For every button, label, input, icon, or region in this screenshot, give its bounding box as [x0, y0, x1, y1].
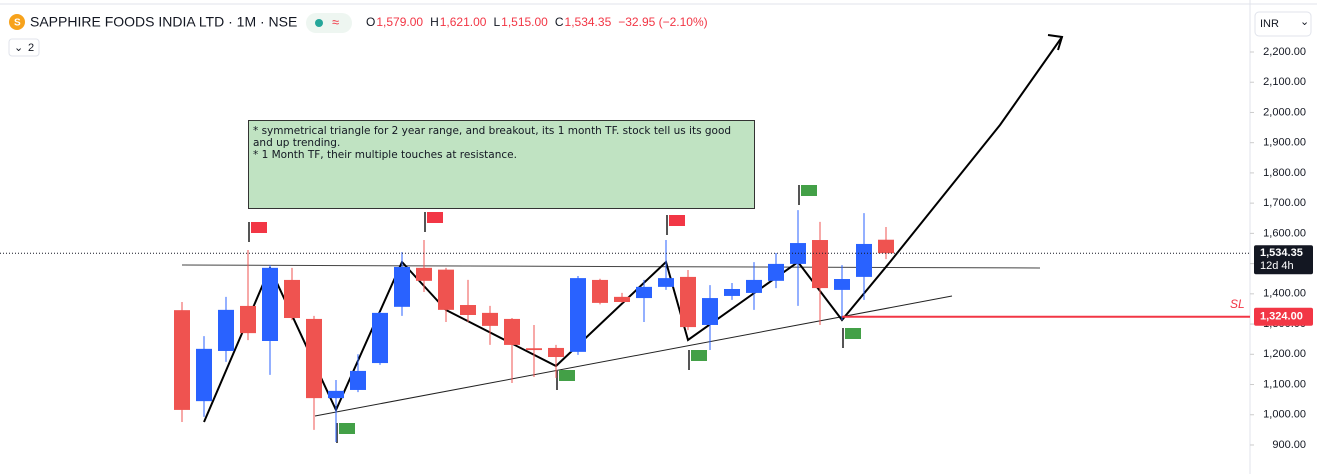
candle-body [328, 390, 344, 399]
last-price-label: 1,534.35 [1260, 247, 1303, 259]
flag [427, 212, 443, 223]
candle-body [240, 305, 256, 334]
annotation-line: * 1 Month TF, their multiple touches at … [253, 149, 517, 162]
candle-body [394, 266, 410, 307]
candle-body [680, 276, 696, 328]
candle-body [834, 279, 850, 290]
candle-body [482, 312, 498, 326]
candle-body [460, 305, 476, 315]
ohlc-value: 1,534.35 [565, 15, 612, 29]
flag-pole [424, 212, 426, 232]
candle-body [372, 312, 388, 364]
symbol-title: SAPPHIRE FOODS INDIA LTD · 1M · NSE [30, 14, 297, 30]
status-icon: ≈ [332, 14, 339, 29]
flag [845, 328, 861, 339]
candle-body [614, 296, 630, 302]
flag-pole [798, 185, 800, 205]
status-dot [315, 19, 323, 27]
flag-pole [688, 350, 690, 370]
ohlc-label: H [430, 15, 439, 29]
candle-body [526, 348, 542, 351]
y-tick-label: 1,800.00 [1263, 167, 1306, 179]
currency-chevron: ⌄ [1300, 16, 1309, 28]
indicator-count: 2 [28, 42, 34, 54]
y-tick-label: 1,400.00 [1263, 288, 1306, 300]
last-price-box [1254, 245, 1313, 275]
candle-body [504, 318, 520, 345]
candle-body [570, 278, 586, 352]
candle-body [812, 240, 828, 289]
candle-body [196, 348, 212, 402]
candle-body [548, 347, 564, 358]
y-tick-label: 2,000.00 [1263, 106, 1306, 118]
currency-select[interactable] [1254, 11, 1312, 37]
candle-body [856, 243, 872, 277]
candle-body [724, 288, 740, 296]
stop-loss-box [1254, 307, 1313, 326]
flag [251, 222, 267, 233]
y-tick-label: 1,700.00 [1263, 197, 1306, 209]
y-tick-label: 2,100.00 [1263, 76, 1306, 88]
candle-body [416, 267, 432, 281]
flags [248, 185, 861, 443]
countdown: 12d 4h [1260, 260, 1294, 272]
candle-body [658, 278, 674, 287]
y-tick-label: 900.00 [1272, 439, 1306, 451]
ohlc-label: O [366, 15, 375, 29]
candle-body [746, 279, 762, 293]
y-tick-label: 1,900.00 [1263, 137, 1306, 149]
arrow-head [1047, 34, 1064, 51]
symbol-icon-letter: S [14, 18, 21, 29]
candle-body [284, 279, 300, 319]
candle-body [592, 279, 608, 303]
flag-pole [556, 370, 558, 390]
candle-body [262, 267, 278, 341]
candle-body [438, 269, 454, 310]
toggle-chevron: ⌄ [14, 42, 23, 54]
annotation-box: * symmetrical triangle for 2 year range,… [248, 120, 755, 209]
ohlc-value: 1,515.00 [501, 15, 548, 29]
flag [559, 370, 575, 381]
flag-pole [248, 222, 250, 242]
ohlc: O 1,579.00 H 1,621.00 L 1,515.00 C 1,534.35 −32.… [366, 15, 708, 29]
flag [339, 423, 355, 434]
y-tick-label: 1,000.00 [1263, 409, 1306, 421]
stop-loss-label: 1,324.00 [1260, 311, 1303, 323]
ohlc-label: C [555, 15, 564, 29]
flag-pole [666, 215, 668, 235]
flag [669, 215, 685, 226]
y-tick-label: 1,200.00 [1263, 348, 1306, 360]
candle-body [878, 239, 894, 254]
stop-loss-text: SL [1230, 297, 1245, 311]
flag-pole [842, 328, 844, 348]
y-tick-label: 1,600.00 [1263, 227, 1306, 239]
y-tick-label: 1,100.00 [1263, 378, 1306, 390]
candle-body [350, 370, 366, 390]
flag [801, 185, 817, 196]
change: −32.95 (−2.10%) [618, 15, 707, 29]
candle-body [702, 298, 718, 325]
ohlc-label: L [493, 15, 500, 29]
indicators-toggle[interactable] [8, 38, 40, 57]
candle-body [218, 309, 234, 351]
symbol-icon [9, 14, 25, 30]
ohlc-value: 1,579.00 [376, 15, 423, 29]
currency: INR [1260, 18, 1279, 30]
flag [691, 350, 707, 361]
status-pill[interactable] [306, 13, 352, 33]
ohlc-value: 1,621.00 [440, 15, 487, 29]
support-line [314, 295, 953, 417]
candle-body [636, 286, 652, 299]
annotation-line: * symmetrical triangle for 2 year range,… [253, 125, 732, 150]
zigzag-path [203, 36, 1063, 423]
resistance-line [181, 264, 1041, 269]
y-tick-label: 2,200.00 [1263, 46, 1306, 58]
candle-body [768, 263, 784, 281]
candle-body [306, 318, 322, 399]
flag-pole [336, 423, 338, 443]
candle-body [174, 310, 190, 410]
